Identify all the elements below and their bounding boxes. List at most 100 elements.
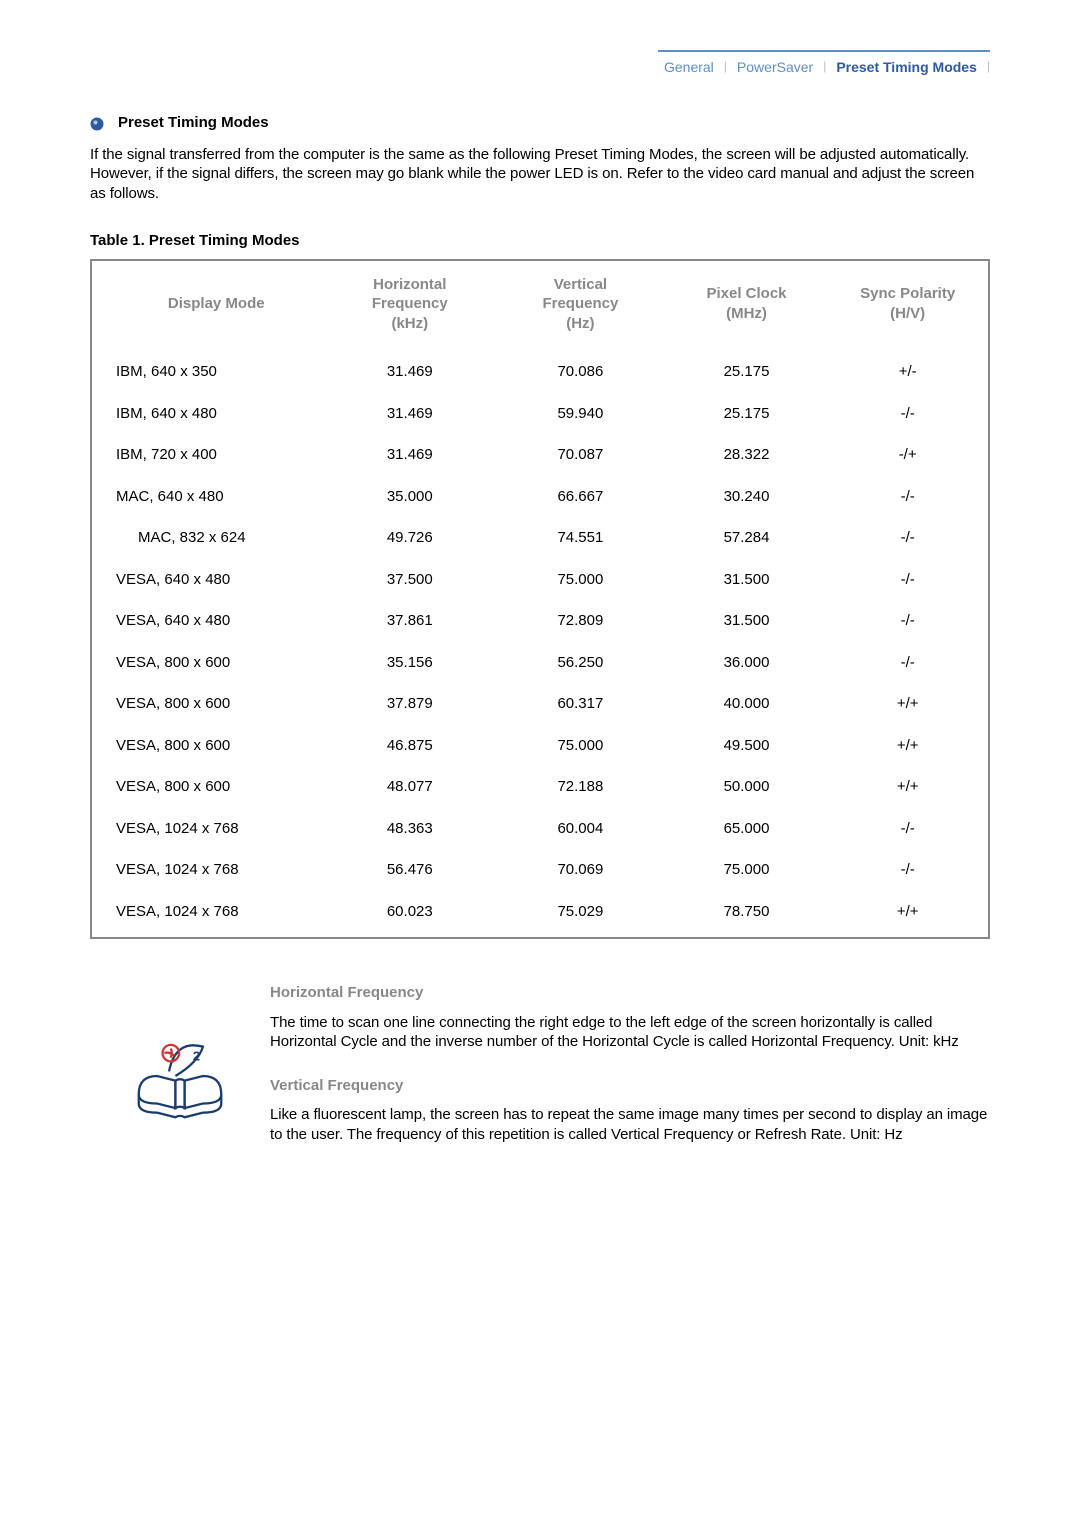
cell-sync: +/+ <box>827 766 989 808</box>
cell-vfreq: 59.940 <box>495 393 666 435</box>
table-row: IBM, 640 x 48031.46959.94025.175-/- <box>91 393 989 435</box>
cell-vfreq: 75.000 <box>495 559 666 601</box>
cell-vfreq: 60.004 <box>495 808 666 850</box>
table-caption: Table 1. Preset Timing Modes <box>90 231 990 251</box>
cell-mode: VESA, 1024 x 768 <box>91 849 324 891</box>
cell-clock: 50.000 <box>666 766 828 808</box>
col-header-mode: Display Mode <box>91 260 324 352</box>
cell-vfreq: 70.087 <box>495 434 666 476</box>
table-row: VESA, 1024 x 76848.36360.00465.000-/- <box>91 808 989 850</box>
cell-mode: VESA, 800 x 600 <box>91 642 324 684</box>
cell-hfreq: 37.500 <box>324 559 495 601</box>
cell-clock: 65.000 <box>666 808 828 850</box>
cell-hfreq: 46.875 <box>324 725 495 767</box>
cell-hfreq: 48.077 <box>324 766 495 808</box>
cell-vfreq: 60.317 <box>495 683 666 725</box>
cell-hfreq: 37.879 <box>324 683 495 725</box>
cell-hfreq: 35.156 <box>324 642 495 684</box>
separator-icon: | <box>823 59 826 75</box>
table-header-row: Display Mode HorizontalFrequency(kHz) Ve… <box>91 260 989 352</box>
cell-mode: MAC, 832 x 624 <box>91 517 324 559</box>
cell-hfreq: 60.023 <box>324 891 495 939</box>
cell-vfreq: 75.029 <box>495 891 666 939</box>
cell-clock: 25.175 <box>666 393 828 435</box>
vfreq-title: Vertical Frequency <box>270 1076 990 1096</box>
table-row: VESA, 800 x 60046.87575.00049.500+/+ <box>91 725 989 767</box>
col-header-hfreq: HorizontalFrequency(kHz) <box>324 260 495 352</box>
cell-sync: -/+ <box>827 434 989 476</box>
separator-icon: | <box>724 59 727 75</box>
cell-vfreq: 74.551 <box>495 517 666 559</box>
intro-text: If the signal transferred from the compu… <box>90 145 990 204</box>
cell-sync: -/- <box>827 849 989 891</box>
tab-general[interactable]: General <box>658 56 720 78</box>
table-row: VESA, 640 x 48037.50075.00031.500-/- <box>91 559 989 601</box>
col-header-clock: Pixel Clock(MHz) <box>666 260 828 352</box>
bullet-icon <box>90 117 104 131</box>
cell-sync: -/- <box>827 517 989 559</box>
cell-sync: +/+ <box>827 891 989 939</box>
cell-mode: VESA, 1024 x 768 <box>91 891 324 939</box>
cell-mode: VESA, 800 x 600 <box>91 725 324 767</box>
cell-mode: VESA, 800 x 600 <box>91 766 324 808</box>
section-title: Preset Timing Modes <box>118 113 269 133</box>
cell-sync: -/- <box>827 808 989 850</box>
table-row: IBM, 720 x 40031.46970.08728.322-/+ <box>91 434 989 476</box>
cell-sync: -/- <box>827 476 989 518</box>
col-header-vfreq: VerticalFrequency(Hz) <box>495 260 666 352</box>
cell-hfreq: 48.363 <box>324 808 495 850</box>
cell-vfreq: 72.809 <box>495 600 666 642</box>
cell-vfreq: 72.188 <box>495 766 666 808</box>
cell-clock: 31.500 <box>666 600 828 642</box>
cell-hfreq: 31.469 <box>324 393 495 435</box>
cell-hfreq: 35.000 <box>324 476 495 518</box>
table-row: MAC, 640 x 48035.00066.66730.240-/- <box>91 476 989 518</box>
cell-sync: +/+ <box>827 683 989 725</box>
cell-clock: 28.322 <box>666 434 828 476</box>
section-header: Preset Timing Modes <box>90 113 990 133</box>
cell-clock: 31.500 <box>666 559 828 601</box>
cell-mode: VESA, 1024 x 768 <box>91 808 324 850</box>
cell-mode: VESA, 800 x 600 <box>91 683 324 725</box>
svg-text:2: 2 <box>193 1048 200 1063</box>
table-row: VESA, 800 x 60035.15656.25036.000-/- <box>91 642 989 684</box>
cell-sync: +/+ <box>827 725 989 767</box>
cell-vfreq: 70.086 <box>495 351 666 393</box>
cell-mode: MAC, 640 x 480 <box>91 476 324 518</box>
cell-mode: VESA, 640 x 480 <box>91 559 324 601</box>
cell-clock: 57.284 <box>666 517 828 559</box>
table-row: MAC, 832 x 62449.72674.55157.284-/- <box>91 517 989 559</box>
cell-clock: 25.175 <box>666 351 828 393</box>
cell-clock: 75.000 <box>666 849 828 891</box>
cell-mode: IBM, 640 x 480 <box>91 393 324 435</box>
table-row: VESA, 800 x 60037.87960.31740.000+/+ <box>91 683 989 725</box>
cell-hfreq: 37.861 <box>324 600 495 642</box>
timing-table: Display Mode HorizontalFrequency(kHz) Ve… <box>90 259 990 940</box>
cell-sync: -/- <box>827 393 989 435</box>
table-row: IBM, 640 x 35031.46970.08625.175+/- <box>91 351 989 393</box>
table-row: VESA, 1024 x 76860.02375.02978.750+/+ <box>91 891 989 939</box>
cell-vfreq: 70.069 <box>495 849 666 891</box>
book-icon-container: 2 <box>90 983 270 1168</box>
book-icon: 2 <box>125 1021 235 1131</box>
cell-vfreq: 75.000 <box>495 725 666 767</box>
tab-powersaver[interactable]: PowerSaver <box>731 56 819 78</box>
cell-sync: +/- <box>827 351 989 393</box>
hfreq-title: Horizontal Frequency <box>270 983 990 1003</box>
table-row: VESA, 1024 x 76856.47670.06975.000-/- <box>91 849 989 891</box>
cell-clock: 49.500 <box>666 725 828 767</box>
explanation-section: 2 Horizontal Frequency The time to scan … <box>90 983 990 1168</box>
cell-hfreq: 31.469 <box>324 434 495 476</box>
hfreq-body: The time to scan one line connecting the… <box>270 1013 990 1052</box>
tab-preset-timing[interactable]: Preset Timing Modes <box>830 56 983 78</box>
tab-bar: General | PowerSaver | Preset Timing Mod… <box>90 50 990 78</box>
cell-clock: 78.750 <box>666 891 828 939</box>
cell-clock: 36.000 <box>666 642 828 684</box>
table-row: VESA, 640 x 48037.86172.80931.500-/- <box>91 600 989 642</box>
cell-hfreq: 56.476 <box>324 849 495 891</box>
table-row: VESA, 800 x 60048.07772.18850.000+/+ <box>91 766 989 808</box>
cell-vfreq: 66.667 <box>495 476 666 518</box>
col-header-sync: Sync Polarity(H/V) <box>827 260 989 352</box>
cell-sync: -/- <box>827 642 989 684</box>
cell-mode: IBM, 640 x 350 <box>91 351 324 393</box>
